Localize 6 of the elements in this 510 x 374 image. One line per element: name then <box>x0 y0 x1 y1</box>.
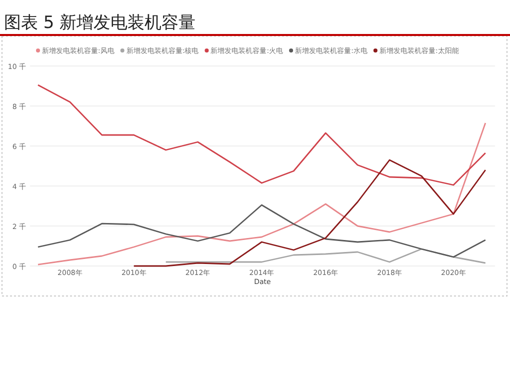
chart-title: 图表 5 新增发电装机容量 <box>4 13 196 33</box>
line-series <box>37 122 486 266</box>
line-series <box>133 159 486 267</box>
line-series <box>165 248 486 264</box>
line-series <box>37 204 486 258</box>
line-series <box>37 84 486 186</box>
